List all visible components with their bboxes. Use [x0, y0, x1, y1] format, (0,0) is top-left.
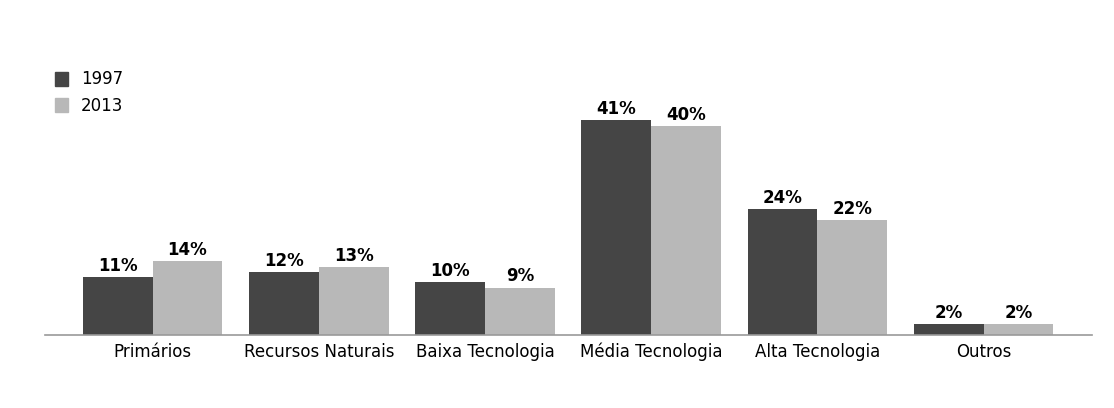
Bar: [747, 209, 818, 335]
Text: 24%: 24%: [763, 189, 802, 207]
Bar: [153, 262, 223, 335]
Text: 9%: 9%: [506, 268, 534, 286]
Text: 22%: 22%: [832, 200, 872, 217]
Legend: 1997, 2013: 1997, 2013: [48, 64, 130, 122]
Text: 14%: 14%: [167, 242, 207, 259]
Text: 11%: 11%: [98, 257, 137, 275]
Text: 2%: 2%: [1005, 304, 1033, 322]
Bar: [913, 324, 984, 335]
Text: 10%: 10%: [430, 262, 470, 280]
Bar: [984, 324, 1054, 335]
Text: 13%: 13%: [334, 246, 373, 264]
Text: 12%: 12%: [264, 252, 304, 270]
Text: 40%: 40%: [666, 106, 706, 124]
Bar: [485, 288, 555, 335]
Bar: [818, 220, 887, 335]
Bar: [416, 282, 485, 335]
Bar: [652, 126, 721, 335]
Text: 41%: 41%: [596, 100, 636, 118]
Bar: [82, 277, 153, 335]
Text: 2%: 2%: [935, 304, 962, 322]
Bar: [319, 267, 389, 335]
Bar: [250, 272, 319, 335]
Bar: [582, 120, 652, 335]
